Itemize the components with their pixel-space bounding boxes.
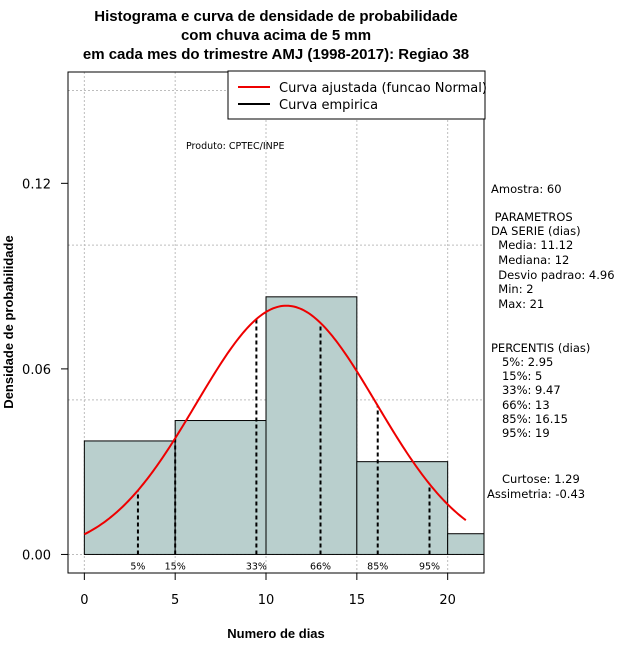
stat-p66: 66%: 13	[491, 398, 550, 412]
stat-skewness: Assimetria: -0.43	[487, 487, 585, 501]
legend-label-normal: Curva ajustada (funcao Normal)	[279, 81, 487, 96]
percentile-label-1: 15%	[165, 561, 186, 572]
percentile-label-0: 5%	[130, 561, 145, 572]
stat-p95: 95%: 19	[491, 426, 550, 440]
legend-box	[227, 70, 486, 120]
stat-percentis-heading: PERCENTIS (dias)	[491, 341, 590, 355]
legend: Curva ajustada (funcao Normal) Curva emp…	[227, 70, 487, 120]
stat-p33: 33%: 9.47	[491, 383, 561, 397]
y-tick-label-1: 0.06	[22, 363, 51, 378]
stat-p85: 85%: 16.15	[491, 412, 568, 426]
percentile-label-2: 33%	[246, 561, 267, 572]
legend-label-empirical: Curva empirica	[279, 98, 378, 113]
percentile-label-3: 66%	[310, 561, 331, 572]
x-tick-label-1: 5	[171, 593, 179, 608]
normal-fit-curve	[83, 304, 467, 536]
y-tick-label-2: 0.12	[22, 177, 51, 192]
histogram-bar-1	[174, 420, 267, 555]
chart-title-line-3: em cada mes do trimestre AMJ (1998-2017)…	[83, 46, 469, 63]
stat-max: Max: 21	[491, 297, 544, 311]
y-axis-label: Densidade de probabilidade	[1, 235, 16, 408]
stat-p15: 15%: 5	[491, 369, 542, 383]
product-annotation: Produto: CPTEC/INPE	[186, 141, 285, 152]
stat-min: Min: 2	[491, 282, 534, 296]
chart-title-line-2: com chuva acima de 5 mm	[181, 27, 371, 44]
x-axis: 0 5 10 15 20	[80, 572, 456, 608]
x-tick-label-4: 20	[439, 593, 456, 608]
histogram-bar-4	[447, 533, 485, 555]
chart-title-line-1: Histograma e curva de densidade de proba…	[94, 8, 457, 25]
stat-stddev: Desvio padrao: 4.96	[491, 268, 615, 282]
histogram-bars	[83, 296, 485, 555]
stat-mean: Media: 11.12	[491, 238, 573, 252]
y-axis: 0.00 0.06 0.12	[22, 177, 69, 563]
histogram-bar-3	[356, 461, 449, 555]
stat-params-heading: PARAMETROS	[491, 210, 573, 224]
percentile-label-4: 85%	[367, 561, 388, 572]
histogram-bar-2	[265, 296, 358, 555]
stat-kurtosis: Curtose: 1.29	[502, 472, 580, 486]
x-axis-label: Numero de dias	[227, 626, 325, 641]
percentile-label-5: 95%	[419, 561, 440, 572]
x-tick-label-3: 15	[349, 593, 366, 608]
x-tick-label-0: 0	[80, 593, 88, 608]
stat-params-subheading: DA SERIE (dias)	[491, 224, 581, 238]
stat-median: Mediana: 12	[491, 253, 569, 267]
x-tick-label-2: 10	[258, 593, 275, 608]
stat-p5: 5%: 2.95	[491, 355, 553, 369]
percentile-lines: 5% 15% 33% 66% 85% 95%	[130, 319, 440, 572]
stat-sample: Amostra: 60	[491, 182, 562, 196]
y-tick-label-0: 0.00	[22, 548, 51, 563]
stats-panel: Amostra: 60 PARAMETROS DA SERIE (dias) M…	[487, 182, 615, 501]
